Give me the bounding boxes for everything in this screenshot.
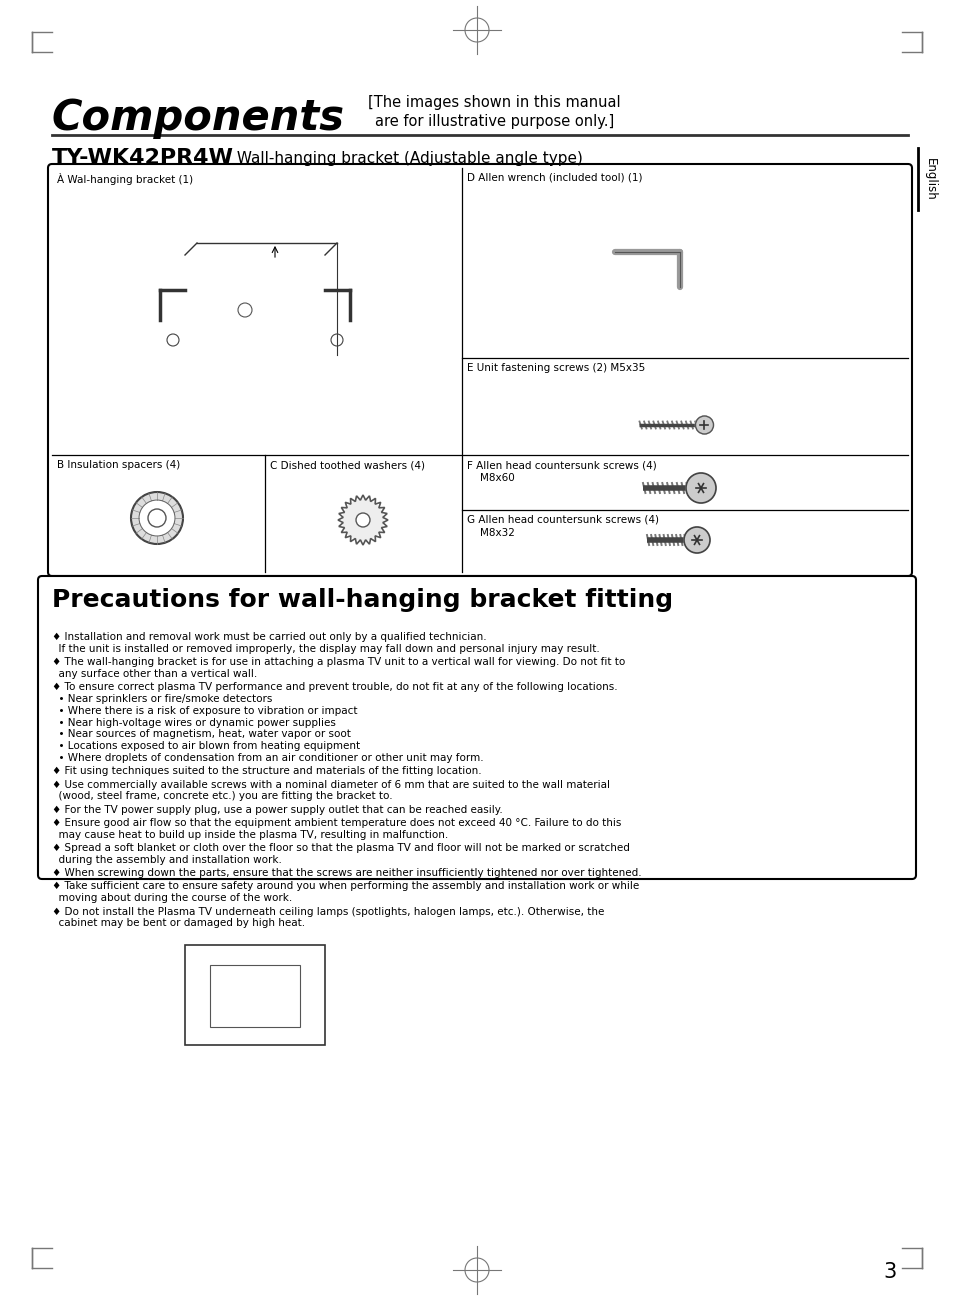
Text: ♦ For the TV power supply plug, use a power supply outlet that can be reached ea: ♦ For the TV power supply plug, use a po… [52,805,502,815]
Text: • Locations exposed to air blown from heating equipment: • Locations exposed to air blown from he… [52,741,359,751]
Text: English: English [923,157,936,200]
Text: may cause heat to build up inside the plasma TV, resulting in malfunction.: may cause heat to build up inside the pl… [52,829,448,840]
Text: moving about during the course of the work.: moving about during the course of the wo… [52,893,292,903]
Text: Components: Components [52,98,345,139]
Text: ♦ When screwing down the parts, ensure that the screws are neither insufficientl: ♦ When screwing down the parts, ensure t… [52,868,641,879]
Text: ♦ Use commercially available screws with a nominal diameter of 6 mm that are sui: ♦ Use commercially available screws with… [52,780,609,789]
Text: • Where droplets of condensation from an air conditioner or other unit may form.: • Where droplets of condensation from an… [52,753,483,763]
Text: ♦ Installation and removal work must be carried out only by a qualified technici: ♦ Installation and removal work must be … [52,632,486,642]
Text: Wall-hanging bracket (Adjustable angle type): Wall-hanging bracket (Adjustable angle t… [232,151,582,165]
FancyBboxPatch shape [48,164,911,576]
Text: TY-WK42PR4W: TY-WK42PR4W [52,148,233,168]
Text: M8x60: M8x60 [467,473,515,484]
Circle shape [148,510,166,526]
Text: ♦ The wall-hanging bracket is for use in attaching a plasma TV unit to a vertica: ♦ The wall-hanging bracket is for use in… [52,656,624,667]
Circle shape [355,514,370,526]
Text: [The images shown in this manual
are for illustrative purpose only.]: [The images shown in this manual are for… [368,95,620,130]
Text: E Unit fastening screws (2) M5x35: E Unit fastening screws (2) M5x35 [467,363,644,373]
Text: À Wal-hanging bracket (1): À Wal-hanging bracket (1) [57,173,193,185]
Text: If the unit is installed or removed improperly, the display may fall down and pe: If the unit is installed or removed impr… [52,644,599,654]
Text: cabinet may be bent or damaged by high heat.: cabinet may be bent or damaged by high h… [52,918,305,928]
Circle shape [343,500,382,540]
Text: during the assembly and installation work.: during the assembly and installation wor… [52,855,281,865]
Text: ♦ Spread a soft blanket or cloth over the floor so that the plasma TV and floor : ♦ Spread a soft blanket or cloth over th… [52,844,629,853]
Text: ♦ To ensure correct plasma TV performance and prevent trouble, do not fit at any: ♦ To ensure correct plasma TV performanc… [52,682,617,692]
Text: • Near high-voltage wires or dynamic power supplies: • Near high-voltage wires or dynamic pow… [52,718,335,728]
Text: • Near sources of magnetism, heat, water vapor or soot: • Near sources of magnetism, heat, water… [52,729,351,740]
FancyBboxPatch shape [38,576,915,879]
Text: B Insulation spacers (4): B Insulation spacers (4) [57,460,180,471]
Text: M8x32: M8x32 [467,528,515,538]
Circle shape [695,416,713,434]
Text: C Dished toothed washers (4): C Dished toothed washers (4) [270,460,424,471]
Circle shape [683,526,709,552]
Circle shape [139,500,174,536]
Text: 3: 3 [882,1262,896,1282]
Text: • Near sprinklers or fire/smoke detectors: • Near sprinklers or fire/smoke detector… [52,694,273,705]
Circle shape [131,491,183,543]
Text: Precautions for wall-hanging bracket fitting: Precautions for wall-hanging bracket fit… [52,588,673,612]
Text: F Allen head countersunk screws (4): F Allen head countersunk screws (4) [467,460,656,471]
Text: any surface other than a vertical wall.: any surface other than a vertical wall. [52,670,257,679]
Text: ♦ Do not install the Plasma TV underneath ceiling lamps (spotlights, halogen lam: ♦ Do not install the Plasma TV underneat… [52,906,604,916]
Text: (wood, steel frame, concrete etc.) you are fitting the bracket to.: (wood, steel frame, concrete etc.) you a… [52,792,393,801]
Text: • Where there is a risk of exposure to vibration or impact: • Where there is a risk of exposure to v… [52,706,357,716]
Text: ♦ Fit using techniques suited to the structure and materials of the fitting loca: ♦ Fit using techniques suited to the str… [52,766,481,776]
Text: ♦ Take sufficient care to ensure safety around you when performing the assembly : ♦ Take sufficient care to ensure safety … [52,881,639,892]
Text: D Allen wrench (included tool) (1): D Allen wrench (included tool) (1) [467,173,641,183]
Text: ♦ Ensure good air flow so that the equipment ambient temperature does not exceed: ♦ Ensure good air flow so that the equip… [52,818,620,828]
Circle shape [685,473,716,503]
Text: G Allen head countersunk screws (4): G Allen head countersunk screws (4) [467,515,659,525]
